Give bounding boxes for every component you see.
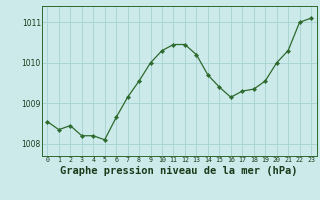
X-axis label: Graphe pression niveau de la mer (hPa): Graphe pression niveau de la mer (hPa): [60, 165, 298, 176]
